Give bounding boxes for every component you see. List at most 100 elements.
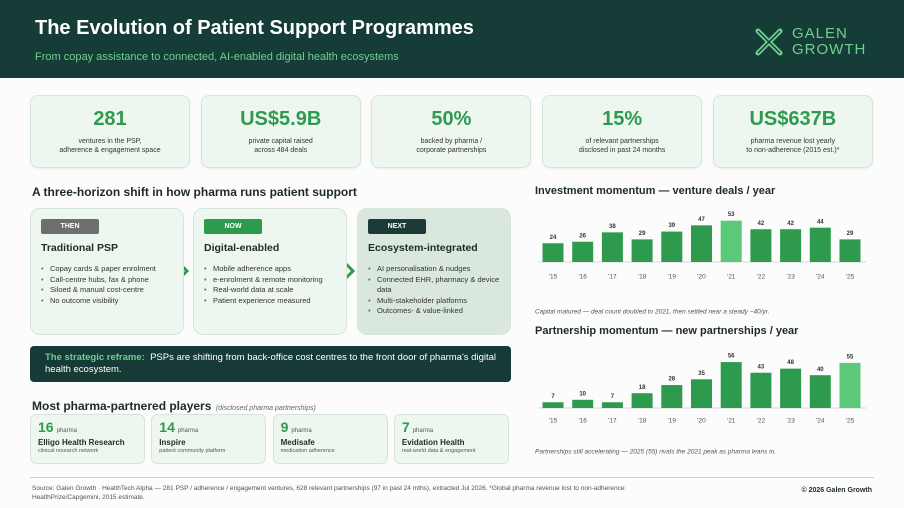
bar	[661, 231, 683, 262]
value-label: 38	[609, 224, 616, 230]
stat-card: US$5.9B private capital raised across 484 …	[200, 95, 361, 168]
bar	[542, 402, 564, 408]
bar	[542, 243, 564, 262]
horizon-title: Traditional PSP	[41, 242, 119, 254]
player-count-row: 16 pharma	[38, 419, 77, 435]
x-tick-label: '15	[549, 418, 558, 425]
bar	[750, 229, 772, 262]
x-tick-label: '21	[727, 274, 736, 281]
bar	[809, 227, 831, 262]
bar	[691, 225, 712, 262]
bar	[661, 385, 683, 408]
stat-value: 281	[93, 108, 127, 130]
bar	[601, 402, 623, 408]
value-label: 29	[847, 231, 854, 237]
x-tick-label: '18	[638, 418, 647, 425]
stat-label-line: across 484 deals	[254, 147, 308, 154]
value-label: 53	[728, 212, 735, 218]
value-label: 7	[611, 394, 615, 400]
bullet: AI personalisation & nudges	[368, 264, 502, 275]
stat-label: backed by pharma / corporate partnerships	[372, 137, 530, 155]
x-tick-label: '25	[846, 418, 855, 425]
bullet-list: Copay cards & paper enrolmentCall-centre…	[41, 264, 175, 306]
chart-caption: Capital matured — deal count doubled to …	[535, 309, 770, 316]
player-card: 9 pharma Medisafe medication adherence	[272, 414, 388, 464]
player-count: 16	[38, 419, 54, 435]
value-label: 35	[698, 371, 705, 377]
stat-label-line: adherence & engagement space	[59, 147, 161, 154]
stat-label-line: private capital raised	[248, 138, 313, 145]
horizon-card: NOW Digital-enabled Mobile adherence appse…	[193, 208, 347, 335]
stat-label-line: of relevant partnerships	[585, 138, 659, 145]
bullet: Outcomes- & value-linked	[368, 306, 502, 317]
bar	[839, 239, 861, 262]
page-subtitle: From copay assistance to connected, AI-e…	[35, 51, 399, 63]
bullet: Copay cards & paper enrolment	[41, 264, 175, 275]
player-desc: real-world data & engagement	[401, 448, 476, 454]
logo-word: GROWTH	[792, 41, 867, 58]
stat-label-line: disclosed in past 24 months	[578, 147, 666, 154]
section-title: A three-horizon shift in how pharma runs…	[32, 185, 357, 199]
x-tick-label: '19	[668, 274, 677, 281]
horizon-tag: NEXT	[368, 219, 426, 234]
x-tick-label: '18	[638, 274, 647, 281]
player-desc: clinical research network	[38, 448, 99, 454]
reframe-banner: The strategic reframe: PSPs are shifting…	[30, 346, 511, 382]
x-tick-label: '20	[697, 274, 706, 281]
player-name: Inspire	[159, 438, 186, 447]
bar	[631, 239, 653, 262]
value-label: 29	[639, 231, 646, 237]
bullet: Siloed & manual cost-centre	[41, 285, 175, 296]
stat-label: ventures in the PSP, adherence & engageme…	[31, 137, 189, 155]
stat-label: pharma revenue lost yearly to non-adheren…	[714, 137, 872, 155]
player-unit: pharma	[412, 428, 434, 434]
stat-card: 281 ventures in the PSP, adherence & engag…	[30, 95, 190, 168]
bar	[780, 368, 802, 408]
copyright: © 2026 Galen Growth	[801, 487, 872, 494]
x-tick-label: '17	[608, 274, 617, 281]
x-tick-label: '24	[816, 274, 825, 281]
stat-value: 50%	[431, 108, 472, 130]
value-label: 43	[758, 364, 765, 370]
stat-value: US$5.9B	[240, 108, 322, 130]
bar	[572, 241, 594, 262]
bullet: Mobile adherence apps	[204, 264, 338, 275]
logo-icon	[755, 28, 783, 56]
value-label: 42	[758, 221, 765, 227]
value-label: 47	[698, 217, 705, 223]
horizon-card: THEN Traditional PSP Copay cards & paper e…	[30, 208, 184, 335]
value-label: 48	[787, 360, 794, 366]
stat-card: 50% backed by pharma / corporate partnersh…	[371, 95, 532, 168]
bar	[720, 220, 742, 262]
x-tick-label: '23	[786, 274, 795, 281]
players-heading: Most pharma-partnered players (disclosed…	[32, 397, 316, 415]
player-count-row: 9 pharma	[281, 419, 312, 435]
bar	[631, 393, 653, 408]
value-label: 39	[668, 223, 675, 229]
player-count: 14	[159, 419, 175, 435]
horizon-title: Digital-enabled	[204, 242, 280, 254]
logo-word: GALEN	[792, 25, 848, 42]
stat-label: of relevant partnerships disclosed in pas…	[543, 137, 701, 155]
horizon-title: Ecosystem-integrated	[368, 242, 478, 254]
section-note: (disclosed pharma partnerships)	[215, 405, 316, 412]
reframe-lead: The strategic reframe:	[45, 352, 145, 363]
source-note: Source: Galen Growth · HealthTech Alpha …	[32, 485, 627, 501]
bullet: No outcome visibility	[41, 296, 175, 307]
bar	[809, 375, 831, 408]
player-unit: pharma	[291, 428, 312, 434]
bullet-list: AI personalisation & nudgesConnected EHR…	[368, 264, 502, 317]
player-count-row: 7 pharma	[402, 419, 433, 435]
player-desc: patient community platform	[159, 448, 226, 454]
stat-card: US$637B pharma revenue lost yearly to non-…	[712, 95, 873, 168]
bar	[601, 232, 623, 262]
value-label: 28	[668, 377, 675, 383]
bar	[750, 372, 772, 408]
x-tick-label: '24	[816, 418, 825, 425]
value-label: 18	[639, 385, 646, 391]
x-tick-label: '20	[697, 418, 706, 425]
player-count: 9	[280, 419, 289, 435]
x-tick-label: '15	[549, 274, 558, 281]
x-tick-label: '22	[757, 418, 766, 425]
